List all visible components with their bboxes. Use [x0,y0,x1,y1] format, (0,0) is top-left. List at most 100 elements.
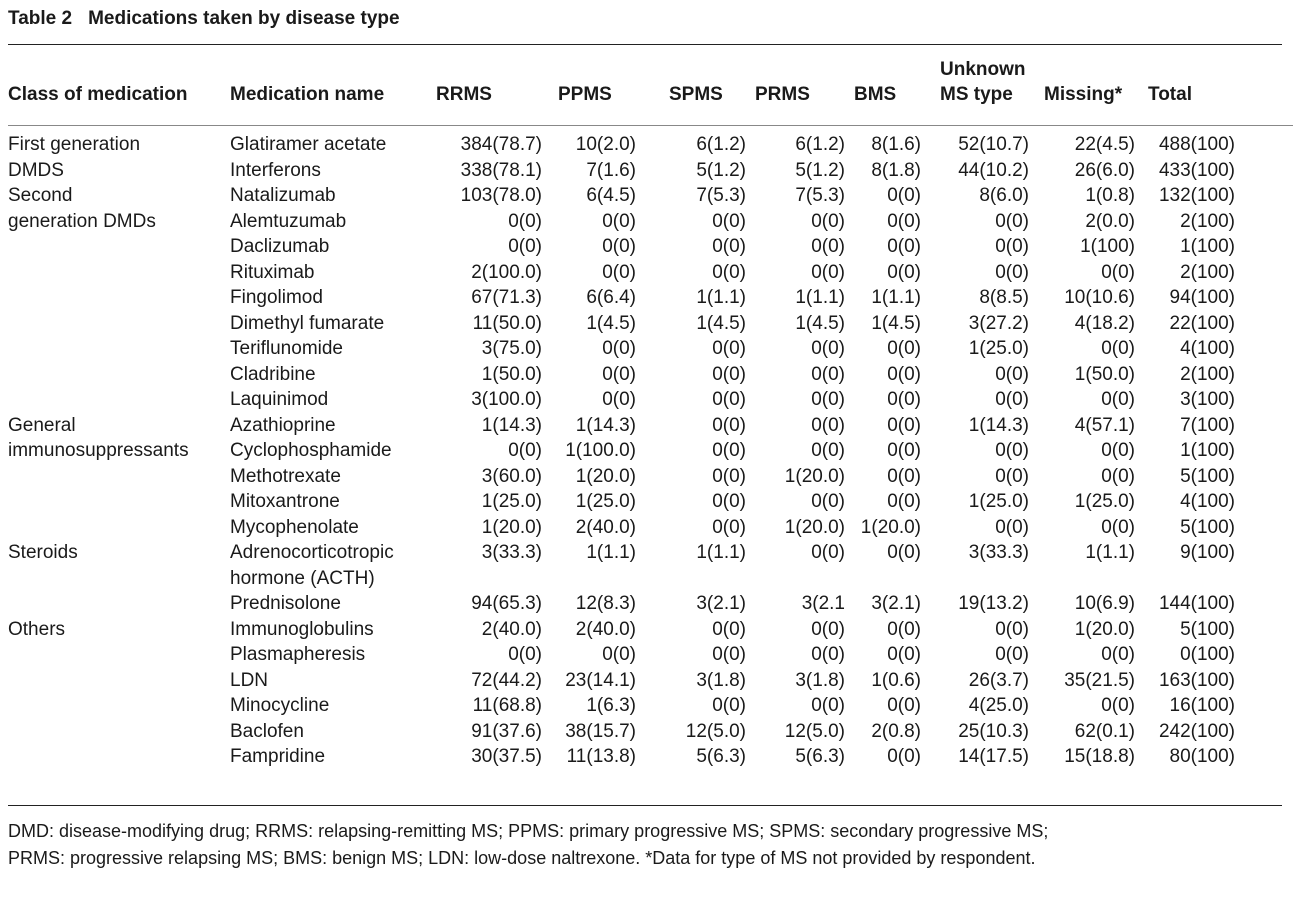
unknown-ms-type-cell: 0(0) [995,465,1029,487]
spms-cell: 6(1.2) [696,134,746,155]
prms-cell: 12(5.0) [784,720,845,742]
table-row: Laquinimod 3(100.0) 0(0) 0(0) 0(0) 0(0) 0(0) 0(… [8,387,1235,413]
prms-cell: 1(20.0) [784,516,845,538]
footnote-line1: DMD: disease-modifying drug; RRMS: relap… [8,821,1049,841]
ppms-cell: 38(15.7) [565,720,636,742]
ppms-cell: 0(0) [602,644,636,665]
rrms-cell: 3(100.0) [471,389,542,410]
spms-cell: 0(0) [712,236,746,257]
rrms-cell: 30(37.5) [471,746,542,767]
missing-cell: 1(0.8) [1085,185,1135,206]
class-cell [8,336,230,362]
class-cell [8,744,230,770]
spms-cell: 1(1.1) [696,287,746,308]
missing-cell: 0(0) [1101,516,1135,538]
table-row: Plasmapheresis 0(0) 0(0) 0(0) 0(0) 0(0) 0(0) 0(… [8,642,1235,668]
table-title: Medications taken by disease type [88,8,400,29]
bms-cell: 1(1.1) [871,287,921,308]
bms-cell: 0(0) [887,746,921,767]
unknown-ms-type-cell: 0(0) [995,236,1029,257]
total-cell: 163(100) [1158,669,1235,691]
prms-cell: 5(6.3) [795,746,845,767]
medications-table: First generation Glatiramer acetate 384(78… [8,132,1235,770]
medication-name-cell: Fingolimod [230,287,323,308]
bms-cell: 0(0) [887,618,921,640]
bms-cell: 0(0) [887,389,921,410]
bms-cell: 1(20.0) [860,516,921,538]
prms-cell: 0(0) [811,210,845,232]
missing-cell: 1(50.0) [1074,363,1135,385]
bms-cell: 0(0) [887,363,921,385]
rrms-cell: 338(78.1) [460,159,542,181]
rrms-cell: 0(0) [508,236,542,257]
total-cell: 4(100) [1180,338,1235,359]
total-cell: 80(100) [1169,746,1236,767]
total-cell: 132(100) [1158,185,1235,206]
total-cell: 1(100) [1180,236,1235,257]
medication-name-cell: Dimethyl fumarate [230,312,385,334]
table-row: General Azathioprine 1(14.3) 1(14.3) 0(0) 0(0… [8,413,1235,439]
table-row: Baclofen 91(37.6) 38(15.7) 12(5.0) 12(5.0) 2(… [8,719,1235,745]
class-cell [8,234,230,260]
prms-cell: 0(0) [811,363,845,385]
class-cell [8,285,230,311]
total-cell: 5(100) [1180,618,1235,640]
footnote: DMD: disease-modifying drug; RRMS: relap… [8,818,1298,872]
total-cell: 7(100) [1180,414,1235,436]
bms-cell: 2(0.8) [871,720,921,742]
missing-cell: 4(18.2) [1074,312,1135,334]
total-cell: 4(100) [1180,491,1235,512]
medication-name-cell: Fampridine [230,746,326,767]
bms-cell: 0(0) [887,440,921,461]
missing-cell: 15(18.8) [1064,746,1135,767]
prms-cell: 7(5.3) [795,185,845,206]
total-cell: 242(100) [1158,720,1235,742]
class-cell: Second [8,185,73,206]
class-cell: Steroids [8,542,78,563]
table-row: Fampridine 30(37.5) 11(13.8) 5(6.3) 5(6.3) 0(… [8,744,1235,770]
table-row: Prednisolone 94(65.3) 12(8.3) 3(2.1) 3(2.1 3(… [8,591,1235,617]
missing-cell: 0(0) [1101,465,1135,487]
class-cell: Others [8,618,66,640]
spms-cell: 0(0) [712,695,746,716]
unknown-ms-type-cell: 4(25.0) [968,695,1029,716]
class-cell [8,668,230,694]
medication-name-cell: Minocycline [230,695,330,716]
spms-cell: 5(1.2) [696,159,746,181]
rrms-cell: 11(50.0) [472,312,542,334]
table-row: LDN 72(44.2) 23(14.1) 3(1.8) 3(1.8) 1(0.6) 26(… [8,668,1235,694]
rrms-cell: 91(37.6) [471,720,542,742]
class-cell [8,311,230,337]
ppms-cell: 6(4.5) [586,185,636,206]
total-cell: 144(100) [1158,593,1235,614]
header-total: Total [1148,84,1192,105]
class-cell [8,693,230,719]
class-cell [8,591,230,617]
class-cell [8,464,230,490]
prms-cell: 5(1.2) [795,159,845,181]
prms-cell: 1(20.0) [784,465,845,487]
total-cell: 0(100) [1180,644,1235,665]
class-cell [8,489,230,515]
ppms-cell: 1(4.5) [586,312,636,334]
medication-name-cell: Methotrexate [230,465,341,487]
table-row: Others Immunoglobulins 2(40.0) 2(40.0) 0(0) 0… [8,617,1235,643]
bms-cell: 0(0) [887,695,921,716]
medication-name-cell: Mycophenolate [230,516,359,538]
prms-cell: 0(0) [811,644,845,665]
rrms-cell: 94(65.3) [471,593,542,614]
rrms-cell: 2(40.0) [481,618,542,640]
class-cell [8,260,230,286]
ppms-cell: 2(40.0) [575,516,636,538]
medication-name-cell: Rituximab [230,261,315,283]
spms-cell: 3(2.1) [696,593,746,614]
prms-cell: 0(0) [811,414,845,436]
ppms-cell: 1(100.0) [565,440,636,461]
header-missing: Missing* [1044,84,1123,105]
spms-cell: 0(0) [712,516,746,538]
ppms-cell: 1(1.1) [586,542,636,563]
missing-cell: 22(4.5) [1074,134,1135,155]
spms-cell: 0(0) [712,363,746,385]
class-cell [8,387,230,413]
total-cell: 2(100) [1180,210,1235,232]
